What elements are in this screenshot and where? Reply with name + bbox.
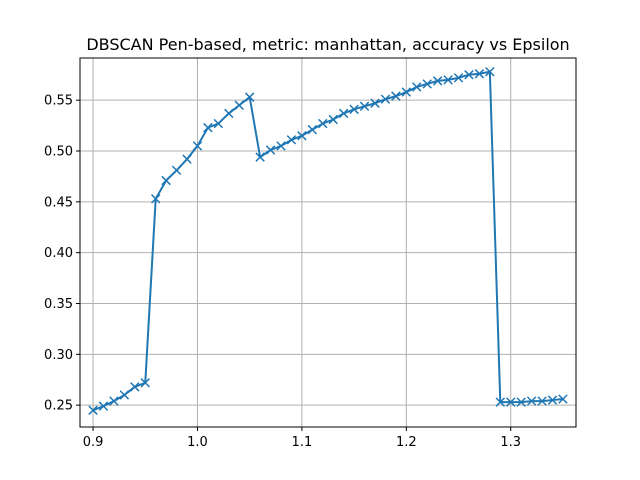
data-point-marker	[150, 194, 161, 204]
data-point-marker	[109, 396, 119, 406]
plot-frame	[79, 57, 577, 428]
y-tick-label: 0.40	[44, 246, 73, 261]
data-point-marker	[265, 145, 276, 155]
data-point-marker	[432, 76, 443, 86]
data-point-marker	[391, 91, 401, 101]
x-tick-label: 1.2	[396, 435, 417, 450]
data-point-marker	[547, 395, 558, 405]
data-point-marker	[234, 100, 244, 110]
data-point-marker	[255, 152, 265, 162]
x-tick-label: 1.3	[500, 435, 521, 450]
data-point-marker	[516, 397, 526, 407]
data-point-marker	[119, 390, 130, 400]
data-point-marker	[192, 141, 203, 151]
data-point-marker	[130, 382, 140, 392]
data-point-marker	[370, 98, 380, 108]
data-point-marker	[318, 118, 328, 129]
data-point-marker	[495, 397, 506, 407]
data-point-marker	[526, 396, 537, 406]
x-tick-label: 0.9	[83, 435, 104, 450]
data-point-marker	[485, 66, 495, 77]
y-tick-label: 0.55	[44, 94, 73, 109]
data-point-marker	[98, 401, 109, 411]
data-point-marker	[359, 101, 370, 112]
data-point-marker	[307, 124, 318, 135]
data-point-marker	[140, 378, 150, 388]
data-point-marker	[276, 141, 286, 151]
y-tick-label: 0.45	[44, 195, 73, 210]
data-point-marker	[88, 405, 98, 415]
data-point-marker	[474, 69, 485, 79]
data-point-marker	[453, 73, 464, 83]
series-accuracy	[88, 66, 568, 415]
data-point-marker	[171, 165, 182, 176]
data-point-marker	[537, 396, 547, 406]
y-tick-label: 0.50	[44, 145, 73, 160]
data-point-marker	[328, 114, 338, 125]
chart-title: DBSCAN Pen-based, metric: manhattan, acc…	[86, 35, 569, 54]
data-point-marker	[349, 104, 359, 115]
grid-lines	[80, 58, 576, 427]
y-tick-label: 0.35	[44, 297, 73, 312]
data-point-marker	[286, 135, 297, 145]
data-point-marker	[203, 122, 213, 133]
data-point-marker	[161, 175, 171, 186]
axis-ticks: 0.9 1.0 1.1 1.2 1.3 0.25 0.30 0.35 0.40 0.45 0.50 0…	[44, 94, 521, 450]
data-point-marker	[401, 87, 412, 97]
y-tick-label: 0.25	[44, 399, 73, 414]
data-point-marker	[224, 108, 234, 119]
data-point-marker	[380, 94, 391, 104]
data-point-marker	[338, 108, 349, 119]
x-tick-label: 1.1	[292, 435, 313, 450]
x-tick-label: 1.0	[187, 435, 208, 450]
data-point-marker	[244, 92, 255, 102]
data-point-marker	[443, 75, 453, 85]
series-line	[92, 70, 564, 412]
y-tick-label: 0.30	[44, 348, 73, 363]
data-point-marker	[464, 70, 474, 80]
data-point-marker	[558, 394, 568, 404]
data-point-marker	[506, 397, 516, 407]
data-point-marker	[412, 82, 422, 92]
data-point-marker	[213, 118, 224, 129]
data-point-marker	[422, 79, 432, 89]
data-point-marker	[182, 154, 192, 164]
data-point-marker	[297, 131, 307, 141]
